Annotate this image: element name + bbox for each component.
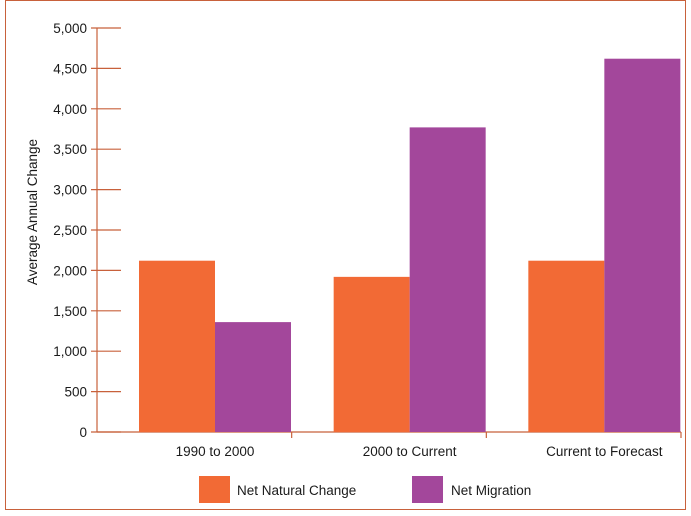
legend-label: Net Natural Change	[237, 483, 356, 498]
x-tick-label: 2000 to Current	[363, 444, 457, 459]
x-tick-label: Current to Forecast	[546, 444, 663, 459]
y-tick-label: 0	[79, 425, 87, 440]
bars	[139, 58, 681, 432]
legend: Net Natural Change Net Migration	[199, 476, 531, 503]
bar	[215, 322, 291, 432]
y-tick-label: 1,000	[53, 344, 87, 359]
x-tick-label: 1990 to 2000	[176, 444, 255, 459]
bar	[604, 58, 681, 432]
legend-swatch	[199, 476, 230, 503]
x-axis: 1990 to 2000 2000 to Current Current to Fo…	[176, 432, 682, 459]
y-axis-title: Average Annual Change	[25, 139, 40, 285]
y-tick-label: 500	[64, 385, 87, 400]
legend-swatch	[412, 476, 443, 503]
bar	[409, 127, 486, 432]
y-tick-label: 4,000	[53, 102, 87, 117]
y-axis: 0 500 1,000 1,500 2,000 2,500 3,000 3,500 4,000 4…	[53, 21, 681, 440]
y-tick-label: 2,500	[53, 223, 87, 238]
y-tick-label: 3,500	[53, 142, 87, 157]
y-tick-label: 5,000	[53, 21, 87, 36]
y-tick-label: 2,000	[53, 263, 87, 278]
bar	[528, 260, 605, 432]
y-tick-label: 4,500	[53, 61, 87, 76]
legend-label: Net Migration	[451, 483, 531, 498]
bar	[139, 260, 215, 432]
y-tick-label: 1,500	[53, 304, 87, 319]
y-tick-label: 3,000	[53, 183, 87, 198]
bar	[333, 276, 410, 432]
